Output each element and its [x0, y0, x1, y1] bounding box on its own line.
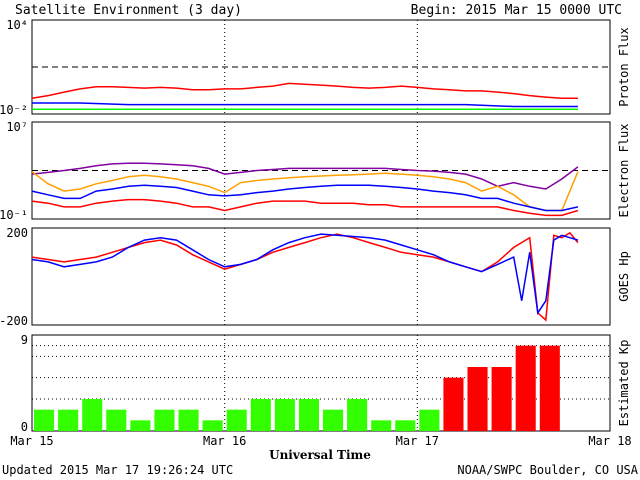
panel-frame [31, 334, 611, 432]
y-tick-label: 0 [21, 420, 28, 434]
y-tick-label: 9 [21, 333, 28, 347]
series-line-blue [32, 102, 578, 108]
credit-text: NOAA/SWPC Boulder, CO USA [457, 463, 638, 477]
kp-bar [298, 399, 319, 431]
series-line-orange [31, 171, 579, 212]
panel-4: 9 0 Estimated Kp [21, 333, 631, 434]
kp-bar [371, 420, 392, 431]
kp-bar [226, 409, 247, 431]
kp-bar [419, 409, 440, 431]
x-tick-label: Mar 15 [10, 434, 53, 448]
y-axis-label: Electron Flux [617, 124, 631, 218]
x-axis-label: Universal Time [269, 448, 371, 462]
kp-bar [274, 399, 295, 431]
kp-bar [82, 399, 103, 431]
panels: 10⁴ 10⁻² Proton Flux 10⁷ 10⁻¹ Electron Flux 20… [0, 18, 632, 448]
y-axis-label: Proton Flux [617, 27, 631, 106]
kp-bar [491, 367, 512, 431]
y-tick-label: 200 [6, 226, 28, 240]
kp-bar [106, 409, 127, 431]
y-tick-label: 10⁷ [6, 120, 28, 134]
series-line-blue [31, 233, 579, 315]
x-tick-label: Mar 18 [588, 434, 631, 448]
series-line-red [31, 231, 579, 322]
kp-bar [34, 409, 55, 431]
kp-bar [395, 420, 416, 431]
kp-bar [154, 409, 175, 431]
y-tick-label: 10⁻² [0, 103, 28, 117]
y-tick-label: -200 [0, 314, 28, 328]
kp-bar [443, 377, 464, 431]
series-line-red [31, 198, 579, 217]
y-axis-label: Estimated Kp [617, 340, 631, 427]
y-tick-label: 10⁴ [6, 18, 28, 32]
series-line-purple [31, 162, 579, 190]
kp-bar [250, 399, 271, 431]
x-tick-label: Mar 17 [396, 434, 439, 448]
kp-bar [130, 420, 151, 431]
kp-bar [467, 367, 488, 431]
chart-title: Satellite Environment (3 day) [15, 3, 242, 18]
kp-bar [202, 420, 223, 431]
kp-bar [58, 409, 79, 431]
panel-3: 200 -200 GOES Hp [0, 226, 631, 328]
panel-2: 10⁷ 10⁻¹ Electron Flux [0, 120, 631, 222]
panel-frame [31, 227, 611, 326]
x-tick-label: Mar 16 [203, 434, 246, 448]
kp-bar [515, 345, 536, 431]
begin-date: Begin: 2015 Mar 15 0000 UTC [411, 3, 622, 18]
updated-timestamp: Updated 2015 Mar 17 19:26:24 UTC [2, 463, 233, 477]
kp-bar [323, 409, 344, 431]
panel-1: 10⁴ 10⁻² Proton Flux [0, 18, 631, 117]
kp-bar [539, 345, 560, 431]
y-axis-label: GOES Hp [617, 251, 631, 302]
y-tick-label: 10⁻¹ [0, 208, 28, 222]
kp-bar [178, 409, 199, 431]
series-line-red [31, 82, 578, 100]
series-line-blue [31, 184, 579, 212]
kp-bar [347, 399, 368, 431]
